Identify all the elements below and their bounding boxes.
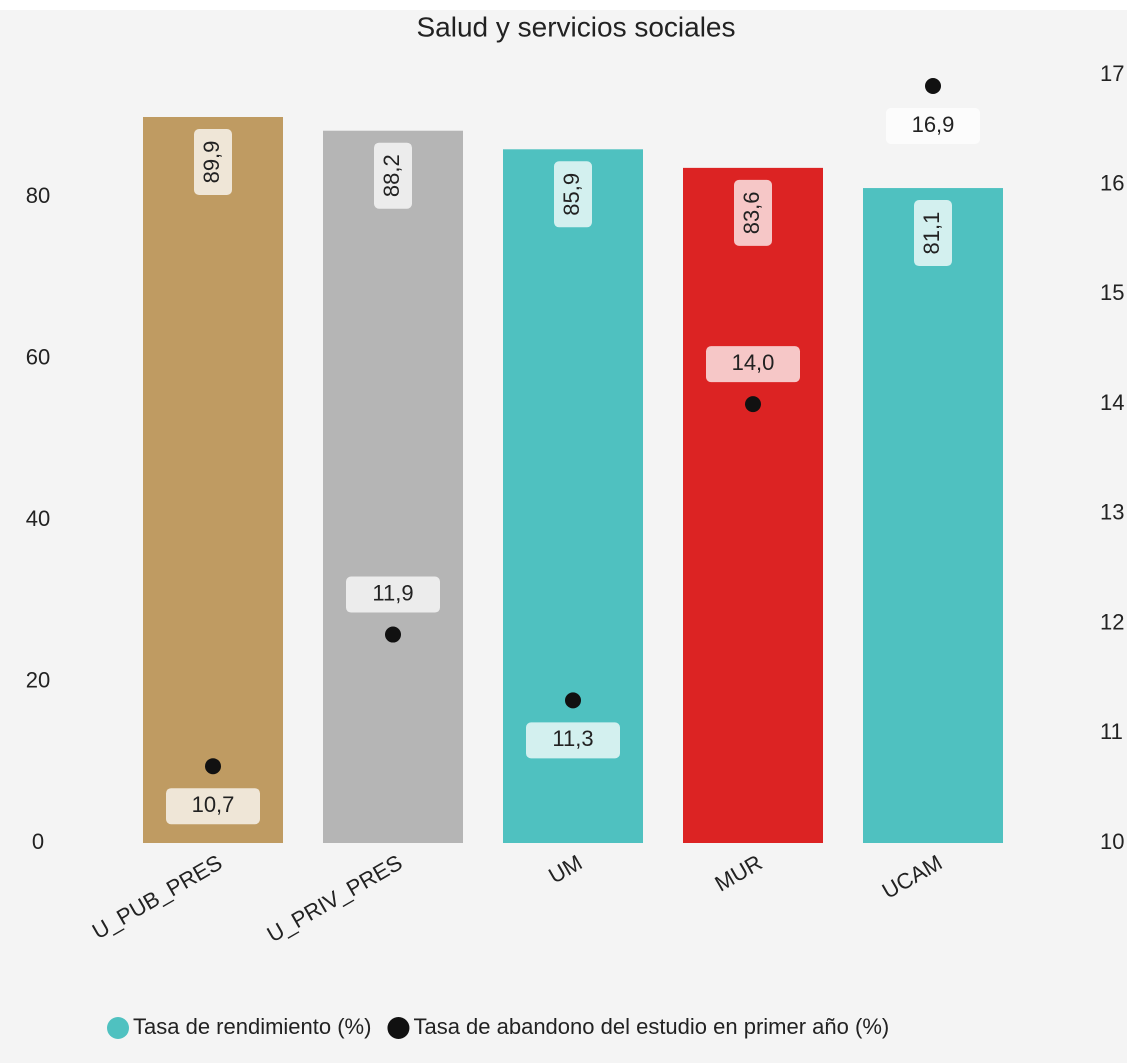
dot — [745, 396, 761, 413]
y-tick-label: 80 — [26, 183, 50, 208]
dot-value-label: 16,9 — [912, 112, 955, 137]
dot-value-label: 11,3 — [552, 726, 593, 751]
dot-value-label: 14,0 — [732, 350, 775, 375]
chart-title: Salud y servicios sociales — [416, 11, 735, 42]
y2-tick-label: 12 — [1100, 609, 1124, 634]
dot-value-label: 10,7 — [192, 792, 235, 817]
y2-tick-label: 11 — [1100, 719, 1123, 744]
bar — [683, 167, 823, 843]
label-box — [166, 788, 260, 825]
bar-value-label: 88,2 — [379, 154, 404, 197]
label-box — [886, 107, 980, 144]
y-tick-label: 0 — [32, 829, 44, 854]
label-box — [346, 576, 440, 613]
y2-tick-label: 15 — [1100, 280, 1124, 305]
y2-tick-label: 17 — [1100, 61, 1124, 86]
legend-marker — [107, 1017, 129, 1039]
bar-value-label: 85,9 — [559, 173, 584, 216]
dot — [385, 626, 401, 643]
label-box — [706, 346, 800, 383]
dot — [205, 758, 221, 775]
bar — [863, 188, 1003, 843]
y2-tick-label: 10 — [1100, 829, 1124, 854]
label-box — [526, 722, 620, 759]
legend-label: Tasa de rendimiento (%) — [133, 1014, 371, 1039]
dot — [565, 692, 581, 709]
legend-label: Tasa de abandono del estudio en primer a… — [413, 1014, 889, 1039]
dot-value-label: 11,9 — [372, 580, 413, 605]
y-tick-label: 60 — [26, 344, 50, 369]
bar-value-label: 89,9 — [199, 141, 224, 184]
label-box — [374, 142, 412, 209]
y2-tick-label: 14 — [1100, 390, 1124, 415]
label-box — [734, 179, 772, 246]
label-box — [554, 161, 592, 228]
y-tick-label: 40 — [26, 506, 50, 531]
legend-marker — [387, 1017, 410, 1039]
bar — [143, 116, 283, 843]
dot — [925, 77, 941, 94]
y-tick-label: 20 — [26, 667, 50, 692]
y2-tick-label: 16 — [1100, 171, 1124, 196]
bar — [323, 130, 463, 843]
bar-value-label: 83,6 — [739, 191, 764, 234]
bar-value-label: 81,1 — [919, 212, 944, 255]
y2-tick-label: 13 — [1100, 500, 1124, 525]
label-box — [194, 128, 232, 195]
label-box — [914, 200, 952, 267]
